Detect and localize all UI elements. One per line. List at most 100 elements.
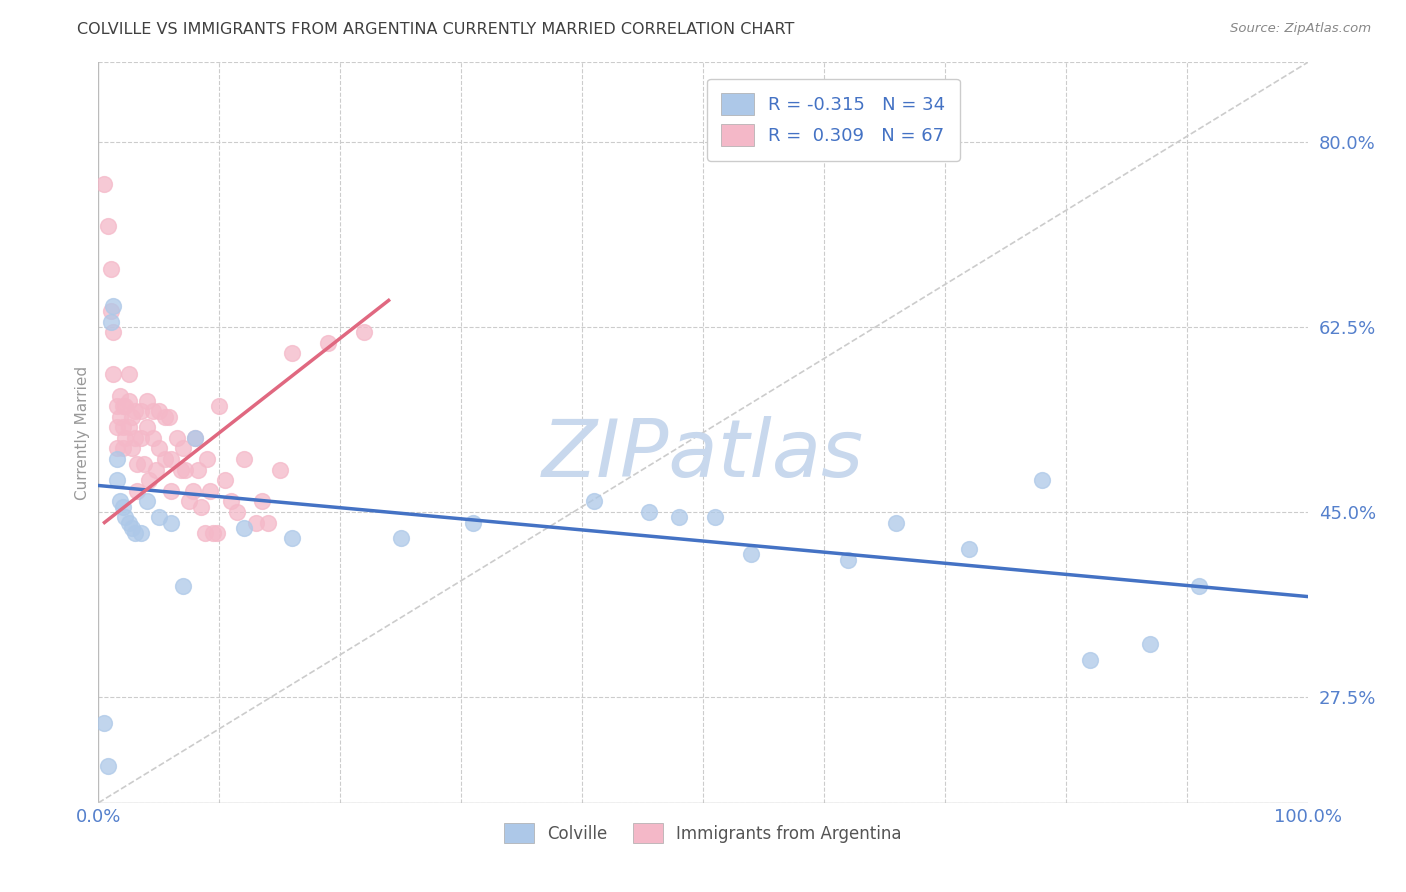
Point xyxy=(121,521,143,535)
Point xyxy=(118,368,141,382)
Point xyxy=(135,420,157,434)
Point xyxy=(205,526,228,541)
Point xyxy=(100,314,122,328)
Point xyxy=(232,521,254,535)
Point xyxy=(208,399,231,413)
Point xyxy=(1139,637,1161,651)
Point xyxy=(316,335,339,350)
Point xyxy=(97,758,120,772)
Point xyxy=(1188,579,1211,593)
Point xyxy=(160,452,183,467)
Point xyxy=(174,462,197,476)
Text: COLVILLE VS IMMIGRANTS FROM ARGENTINA CURRENTLY MARRIED CORRELATION CHART: COLVILLE VS IMMIGRANTS FROM ARGENTINA CU… xyxy=(77,22,794,37)
Point xyxy=(118,516,141,530)
Point xyxy=(134,458,156,472)
Point xyxy=(637,505,659,519)
Point xyxy=(93,716,115,731)
Point xyxy=(179,494,201,508)
Point xyxy=(232,452,254,467)
Point xyxy=(97,219,120,234)
Point xyxy=(389,532,412,546)
Point xyxy=(181,483,204,498)
Point xyxy=(111,500,134,514)
Point xyxy=(100,304,122,318)
Point xyxy=(1078,653,1101,667)
Point xyxy=(129,404,152,418)
Point xyxy=(172,579,194,593)
Point xyxy=(245,516,267,530)
Point xyxy=(153,452,176,467)
Point xyxy=(704,510,727,524)
Point xyxy=(108,388,131,402)
Point xyxy=(105,452,128,467)
Point xyxy=(101,325,124,339)
Point xyxy=(111,442,134,456)
Point xyxy=(148,404,170,418)
Point xyxy=(886,516,908,530)
Point xyxy=(148,442,170,456)
Point xyxy=(114,510,136,524)
Point xyxy=(114,431,136,445)
Point xyxy=(124,431,146,445)
Point xyxy=(198,483,221,498)
Point xyxy=(114,399,136,413)
Point xyxy=(118,420,141,434)
Point xyxy=(353,325,375,339)
Point xyxy=(281,346,304,360)
Point xyxy=(135,494,157,508)
Point xyxy=(221,494,243,508)
Point xyxy=(124,404,146,418)
Point xyxy=(256,516,278,530)
Point xyxy=(127,458,149,472)
Point xyxy=(153,409,176,424)
Point xyxy=(135,393,157,408)
Point xyxy=(172,442,194,456)
Point xyxy=(463,516,485,530)
Point xyxy=(101,368,124,382)
Point xyxy=(108,494,131,508)
Point xyxy=(142,404,165,418)
Point xyxy=(93,177,115,191)
Point xyxy=(157,409,180,424)
Point xyxy=(214,473,236,487)
Point xyxy=(184,431,207,445)
Point xyxy=(190,500,212,514)
Point xyxy=(121,442,143,456)
Point xyxy=(1031,473,1053,487)
Point xyxy=(138,473,160,487)
Point xyxy=(184,431,207,445)
Y-axis label: Currently Married: Currently Married xyxy=(75,366,90,500)
Point xyxy=(127,483,149,498)
Point xyxy=(169,462,191,476)
Point xyxy=(142,431,165,445)
Point xyxy=(187,462,209,476)
Point xyxy=(837,552,859,566)
Point xyxy=(129,431,152,445)
Point xyxy=(105,420,128,434)
Point xyxy=(111,399,134,413)
Point xyxy=(160,483,183,498)
Point xyxy=(105,399,128,413)
Point xyxy=(281,532,304,546)
Point xyxy=(148,510,170,524)
Point xyxy=(108,409,131,424)
Point xyxy=(957,541,980,556)
Point xyxy=(100,261,122,276)
Point xyxy=(111,420,134,434)
Point xyxy=(195,452,218,467)
Text: ZIPatlas: ZIPatlas xyxy=(541,416,865,494)
Point xyxy=(740,547,762,561)
Point xyxy=(129,526,152,541)
Point xyxy=(668,510,690,524)
Point xyxy=(101,299,124,313)
Point xyxy=(166,431,188,445)
Point xyxy=(269,462,291,476)
Point xyxy=(250,494,273,508)
Point xyxy=(105,442,128,456)
Point xyxy=(121,409,143,424)
Point xyxy=(160,516,183,530)
Point xyxy=(583,494,606,508)
Point xyxy=(105,473,128,487)
Point xyxy=(194,526,217,541)
Point xyxy=(145,462,167,476)
